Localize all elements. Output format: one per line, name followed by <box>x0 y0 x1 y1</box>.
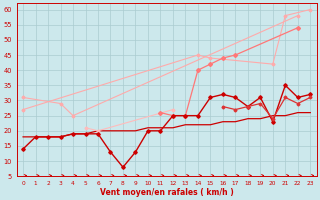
X-axis label: Vent moyen/en rafales ( km/h ): Vent moyen/en rafales ( km/h ) <box>100 188 234 197</box>
